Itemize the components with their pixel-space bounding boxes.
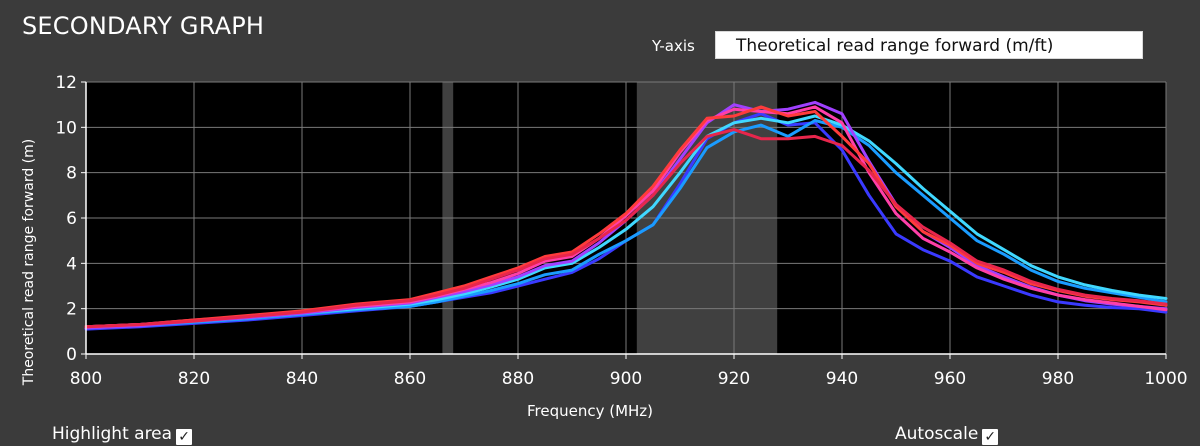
y-axis-select[interactable]: Theoretical read range forward (m/ft): [715, 31, 1143, 59]
series-line-7: [84, 128, 1168, 329]
x-tick-label: 940: [826, 369, 858, 389]
y-axis-title: Theoretical read range forward (m): [21, 139, 37, 386]
x-tick-label: 920: [718, 369, 750, 389]
x-tick-label: 960: [934, 369, 966, 389]
autoscale-checkbox[interactable]: ✓: [982, 429, 999, 445]
highlight-area-label: Highlight area: [52, 424, 173, 444]
x-tick-label: 820: [178, 369, 210, 389]
x-axis-title: Frequency (MHz): [527, 402, 653, 420]
x-tick-label: 860: [394, 369, 426, 389]
y-tick-label: 2: [66, 300, 77, 320]
autoscale-option[interactable]: Autoscale ✓: [895, 424, 999, 445]
y-tick-label: 4: [66, 254, 77, 274]
x-tick-label: 900: [610, 369, 642, 389]
series-line-2: [84, 119, 1168, 330]
autoscale-label: Autoscale: [895, 424, 979, 444]
highlight-area-option[interactable]: Highlight area ✓: [52, 424, 193, 445]
y-tick-label: 0: [66, 345, 77, 365]
highlight-area-checkbox[interactable]: ✓: [176, 429, 193, 445]
panel-title: SECONDARY GRAPH: [22, 12, 265, 40]
y-tick-label: 12: [55, 73, 77, 93]
x-tick-label: 980: [1042, 369, 1074, 389]
x-tick-label: 880: [502, 369, 534, 389]
x-tick-label: 800: [70, 369, 102, 389]
y-tick-label: 8: [66, 164, 77, 184]
y-tick-label: 10: [55, 118, 77, 138]
x-tick-label: 1000: [1144, 369, 1187, 389]
x-tick-label: 840: [286, 369, 318, 389]
y-axis-label: Y-axis: [652, 37, 695, 55]
y-tick-label: 6: [66, 209, 77, 229]
